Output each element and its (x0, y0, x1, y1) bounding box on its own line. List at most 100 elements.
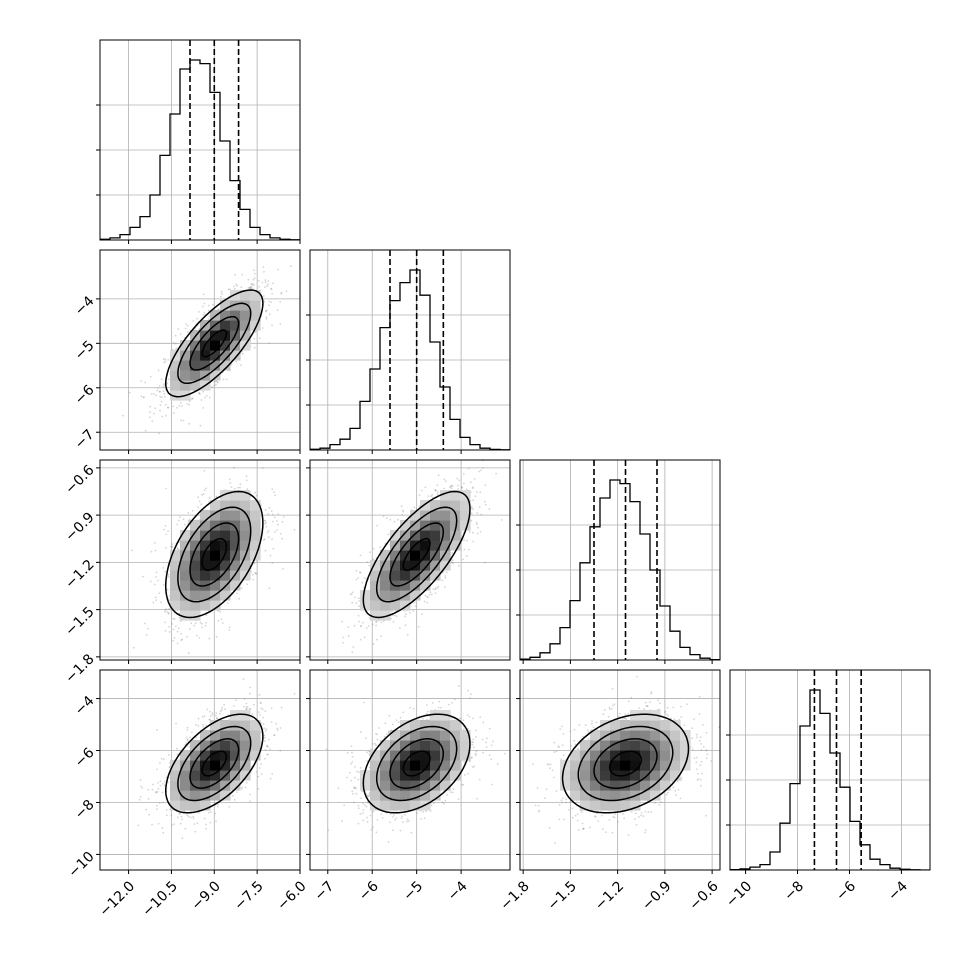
sample-point (207, 309, 210, 312)
sample-point (208, 500, 210, 503)
sample-point (366, 561, 369, 563)
sample-point (263, 270, 265, 273)
sample-point (246, 488, 249, 491)
density-cell (380, 580, 391, 591)
density-cell (170, 390, 181, 401)
density-cell (180, 530, 191, 541)
sample-point (255, 330, 258, 333)
sample-point (176, 747, 178, 750)
sample-point (279, 323, 282, 325)
sample-point (466, 539, 468, 542)
sample-point (154, 407, 157, 410)
sample-point (235, 361, 238, 363)
sample-point (225, 378, 228, 381)
sample-point (375, 620, 378, 623)
sample-point (252, 454, 254, 456)
density-cell (220, 510, 231, 521)
density-cell (240, 490, 251, 501)
sample-point (204, 487, 207, 490)
density-cell (400, 600, 411, 611)
sample-point (159, 409, 161, 412)
density-cell (210, 360, 221, 371)
sample-point (197, 506, 199, 509)
sample-point (176, 406, 178, 409)
sample-point (358, 600, 360, 602)
sample-point (255, 572, 258, 575)
sample-point (427, 596, 429, 599)
sample-point (444, 577, 447, 579)
sample-point (358, 597, 360, 599)
sample-point (355, 578, 358, 581)
sample-point (204, 624, 207, 627)
sample-point (394, 614, 396, 617)
sample-point (478, 470, 481, 473)
sample-point (228, 478, 231, 481)
sample-point (167, 612, 170, 615)
sample-point (131, 549, 134, 552)
density-cell (190, 380, 201, 391)
sample-point (426, 595, 429, 598)
density-cell (210, 500, 221, 511)
density-cell (390, 550, 401, 561)
sample-point (470, 505, 473, 508)
sample-point (418, 505, 421, 508)
sample-point (458, 479, 461, 482)
sample-point (452, 562, 454, 564)
sample-point (233, 285, 235, 288)
sample-point (234, 273, 237, 276)
density-cell (390, 570, 401, 581)
sample-point (449, 486, 451, 489)
sample-point (167, 359, 170, 361)
sample-point (173, 636, 176, 639)
sample-point (277, 268, 279, 271)
sample-point (434, 592, 437, 595)
sample-point (462, 558, 464, 561)
sample-point (166, 589, 169, 591)
sample-point (355, 602, 358, 605)
sample-point (431, 496, 434, 499)
sample-point (365, 577, 368, 580)
density-cell (450, 490, 461, 501)
sample-point (484, 500, 486, 503)
density-cell (210, 510, 221, 521)
sample-point (267, 530, 270, 532)
sample-point (281, 520, 284, 523)
sample-point (397, 518, 399, 521)
sample-point (207, 318, 210, 320)
sample-point (245, 475, 248, 478)
sample-point (164, 358, 167, 361)
sample-point (155, 576, 158, 578)
sample-point (268, 587, 271, 590)
density-cell (190, 570, 201, 581)
sample-point (268, 507, 271, 509)
density-cell (180, 360, 191, 371)
sample-point (132, 646, 135, 649)
sample-point (276, 309, 279, 311)
sample-point (355, 569, 358, 572)
sample-point (172, 617, 175, 620)
sample-point (380, 621, 383, 624)
sample-point (172, 342, 175, 344)
sample-point (458, 564, 460, 567)
sample-point (436, 493, 439, 496)
sample-point (385, 517, 388, 519)
sample-point (178, 404, 181, 407)
sample-point (372, 643, 375, 645)
density-cell (220, 550, 231, 561)
density-cell (170, 370, 181, 381)
density-cell (240, 500, 251, 511)
sample-point (143, 396, 145, 398)
sample-point (250, 286, 252, 288)
sample-point (184, 327, 187, 330)
sample-point (251, 718, 253, 720)
sample-point (226, 602, 229, 604)
sample-point (372, 547, 375, 550)
density-cell (230, 490, 241, 501)
density-cell (220, 540, 231, 551)
sample-point (236, 592, 238, 595)
density-cell (180, 560, 191, 571)
contour-line (177, 506, 252, 603)
sample-point (254, 571, 256, 574)
sample-point (402, 509, 404, 512)
sample-point (258, 337, 261, 339)
